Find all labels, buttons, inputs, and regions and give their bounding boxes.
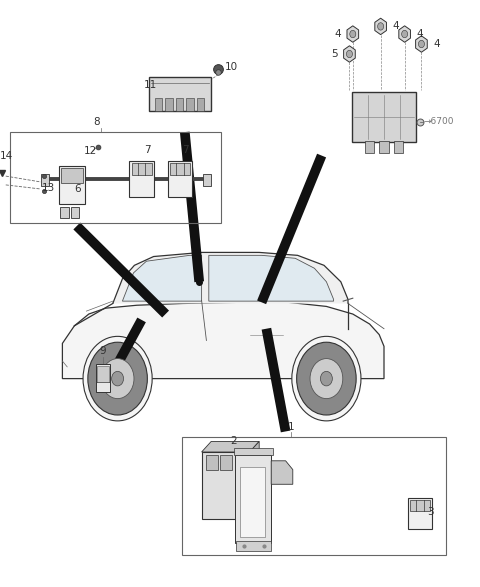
Polygon shape: [250, 441, 259, 519]
Text: 6: 6: [74, 184, 81, 194]
Polygon shape: [62, 302, 384, 379]
Circle shape: [101, 359, 134, 399]
FancyBboxPatch shape: [168, 161, 192, 197]
FancyBboxPatch shape: [96, 364, 110, 383]
Text: 9: 9: [99, 346, 106, 356]
Polygon shape: [399, 26, 410, 42]
Polygon shape: [416, 36, 427, 52]
Text: 4: 4: [393, 21, 399, 32]
FancyBboxPatch shape: [410, 500, 430, 511]
Circle shape: [419, 41, 424, 48]
Text: 3: 3: [427, 507, 434, 517]
Text: 4: 4: [334, 29, 341, 39]
FancyBboxPatch shape: [165, 98, 173, 111]
FancyBboxPatch shape: [155, 98, 162, 111]
FancyBboxPatch shape: [132, 163, 152, 176]
Text: 2: 2: [230, 436, 237, 447]
FancyBboxPatch shape: [351, 93, 417, 143]
Polygon shape: [202, 441, 259, 452]
FancyBboxPatch shape: [220, 455, 232, 470]
FancyBboxPatch shape: [60, 207, 69, 218]
Text: 4: 4: [417, 29, 423, 39]
Text: 5: 5: [331, 49, 337, 59]
Polygon shape: [209, 255, 334, 301]
FancyBboxPatch shape: [203, 174, 211, 187]
Text: 7: 7: [144, 145, 151, 156]
FancyBboxPatch shape: [186, 98, 194, 111]
Text: 4: 4: [433, 39, 440, 49]
FancyBboxPatch shape: [59, 166, 85, 204]
Text: 12: 12: [84, 146, 97, 157]
FancyBboxPatch shape: [202, 452, 250, 519]
FancyBboxPatch shape: [97, 366, 109, 382]
Polygon shape: [347, 26, 359, 42]
Circle shape: [347, 50, 352, 58]
Circle shape: [83, 336, 152, 421]
FancyBboxPatch shape: [96, 382, 110, 392]
Text: 7: 7: [182, 145, 189, 156]
Text: 10: 10: [225, 62, 238, 72]
Circle shape: [112, 372, 123, 386]
Polygon shape: [344, 46, 355, 62]
Polygon shape: [271, 461, 293, 484]
FancyBboxPatch shape: [234, 448, 273, 455]
FancyBboxPatch shape: [365, 141, 374, 153]
Text: →6700: →6700: [424, 117, 455, 126]
FancyBboxPatch shape: [170, 163, 190, 176]
Circle shape: [378, 23, 384, 30]
FancyBboxPatch shape: [408, 498, 432, 529]
FancyBboxPatch shape: [240, 467, 265, 537]
Circle shape: [292, 336, 361, 421]
FancyBboxPatch shape: [149, 77, 211, 111]
Polygon shape: [122, 255, 202, 301]
Polygon shape: [113, 252, 348, 303]
Text: 1: 1: [288, 421, 295, 432]
Circle shape: [310, 359, 343, 399]
Text: 13: 13: [42, 183, 56, 193]
Circle shape: [297, 342, 356, 415]
FancyBboxPatch shape: [176, 98, 183, 111]
FancyBboxPatch shape: [235, 455, 271, 543]
Circle shape: [88, 342, 147, 415]
FancyBboxPatch shape: [197, 98, 204, 111]
FancyBboxPatch shape: [236, 541, 271, 551]
Circle shape: [402, 31, 408, 38]
Text: 8: 8: [94, 117, 100, 127]
FancyBboxPatch shape: [71, 207, 79, 218]
FancyBboxPatch shape: [129, 161, 154, 197]
FancyBboxPatch shape: [379, 141, 389, 153]
Text: 11: 11: [144, 80, 157, 90]
Text: 14: 14: [0, 151, 13, 161]
FancyBboxPatch shape: [394, 141, 403, 153]
FancyBboxPatch shape: [60, 168, 84, 183]
FancyBboxPatch shape: [206, 455, 218, 470]
FancyBboxPatch shape: [41, 174, 49, 187]
Polygon shape: [375, 18, 386, 35]
Circle shape: [321, 372, 332, 386]
Circle shape: [350, 31, 356, 38]
